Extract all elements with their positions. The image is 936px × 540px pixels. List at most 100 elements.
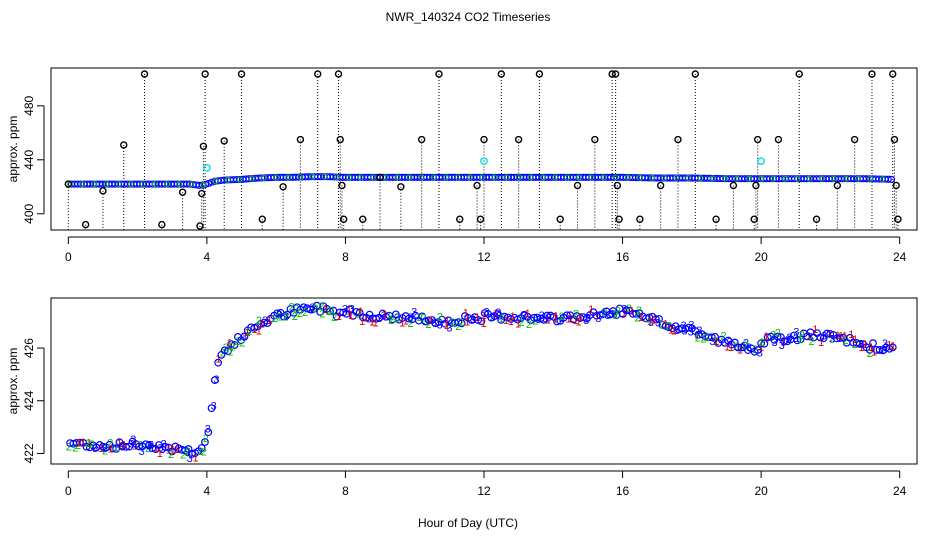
profile-point [204,428,213,437]
baseline-point-green [370,174,377,181]
profile-label: 2 [867,348,873,360]
profile-label: 2 [636,305,642,317]
baseline-point-green [321,173,328,180]
baseline-point-green [491,174,498,181]
baseline-point-green [552,174,559,181]
spike-point [556,215,564,223]
profile-label: 1 [251,324,257,336]
profile-point [372,314,380,323]
profile-label: 1 [121,440,127,452]
profile-label: 3 [559,313,565,325]
profile-point [493,310,502,318]
profile-label: 2 [201,446,207,458]
profile-label: 1 [862,339,868,351]
spike-point [591,135,599,144]
bottom-panel-x-tick-label: 12 [477,484,491,498]
baseline-point-green [709,175,716,182]
profile-point [826,330,835,338]
spike-point [656,181,665,190]
chart-title: NWR_140324 CO2 Timeseries [386,10,551,24]
profile-point [108,444,117,453]
profile-label: 1 [812,324,818,336]
spike-point [201,70,209,78]
top-panel-x-tick-label: 12 [477,250,491,264]
spike-point [473,181,481,190]
baseline-point-green [455,174,462,181]
profile-label: 1 [621,308,627,320]
profile-label: 1 [259,319,265,331]
spike-point [636,215,644,223]
profile-label: 2 [634,312,640,324]
profile-label: 1 [572,315,578,327]
spike-point [435,70,443,78]
profile-label: 1 [806,331,812,343]
baseline-point-green [600,174,607,181]
profile-label: 1 [336,311,342,323]
profile-label: 3 [490,312,496,324]
spike-point [833,181,842,190]
top-panel: 0 4 8 12 16 20 24 400 440 480 approx. ppm [6,67,918,264]
profile-label: 2 [518,317,524,329]
profile-point [197,444,206,452]
profile-label: 3 [611,309,617,321]
profile-label: 2 [532,316,538,328]
profile-label: 1 [359,316,365,328]
profile-label: 2 [573,309,579,321]
profile-label: 3 [648,317,654,329]
profile-label: 1 [525,308,531,320]
profile-point [595,311,604,320]
profile-point [207,404,216,413]
profile-label: 3 [655,318,661,330]
profile-point [888,343,897,352]
profile-label: 3 [187,453,193,465]
profile-label: 1 [565,314,571,326]
profile-label: 1 [728,342,734,354]
profile-label: 2 [185,446,191,458]
top-panel-x-axis: 0 4 8 12 16 20 24 [65,236,907,264]
profile-label: 2 [297,308,303,320]
profile-label: 3 [130,434,136,446]
baseline-point-green [649,174,656,181]
spike-point [774,135,783,144]
profile-label: 3 [605,310,611,322]
profile-label: 3 [205,424,211,436]
baseline-point-green [794,175,801,182]
profile-label: 3 [785,334,791,346]
profile-label: 1 [671,326,677,338]
profile-point [289,308,298,317]
baseline-point-green [127,181,134,188]
baseline-point-green [539,174,546,181]
spike-point [359,215,367,223]
baseline-point-green [685,175,692,182]
profile-label: 3 [680,320,686,332]
profile-label: 3 [262,315,268,327]
profile-point [210,376,219,385]
profile-label: 1 [444,317,450,329]
profile-label: 2 [612,309,618,321]
profile-label: 3 [757,347,763,359]
baseline-point-green [224,176,231,183]
cyan-point [480,157,488,166]
spike-point [894,215,902,223]
profile-label: 3 [148,439,154,451]
profile-label: 1 [629,306,635,318]
profile-point [757,339,766,348]
baseline-point-green [636,174,643,181]
baseline-point-green [394,174,401,181]
profile-label: 2 [107,437,113,449]
spike-point [376,173,384,182]
baseline-point-green [818,175,825,182]
profile-label: 1 [763,331,769,343]
bottom-panel-frame [50,297,918,465]
bottom-panel-x-axis: 0 4 8 12 16 20 24 [65,470,907,498]
baseline-point-green [879,176,886,183]
top-panel-plot-area [64,70,902,230]
bottom-panel-y-label: approx. ppm [6,348,20,415]
top-panel-x-tick-label: 0 [65,250,72,264]
profile-label: 3 [786,332,792,344]
baseline-point-green [624,174,631,181]
profile-point [382,312,390,321]
profile-point [796,335,805,344]
profile-label: 1 [663,318,669,330]
profile-point [500,312,509,321]
